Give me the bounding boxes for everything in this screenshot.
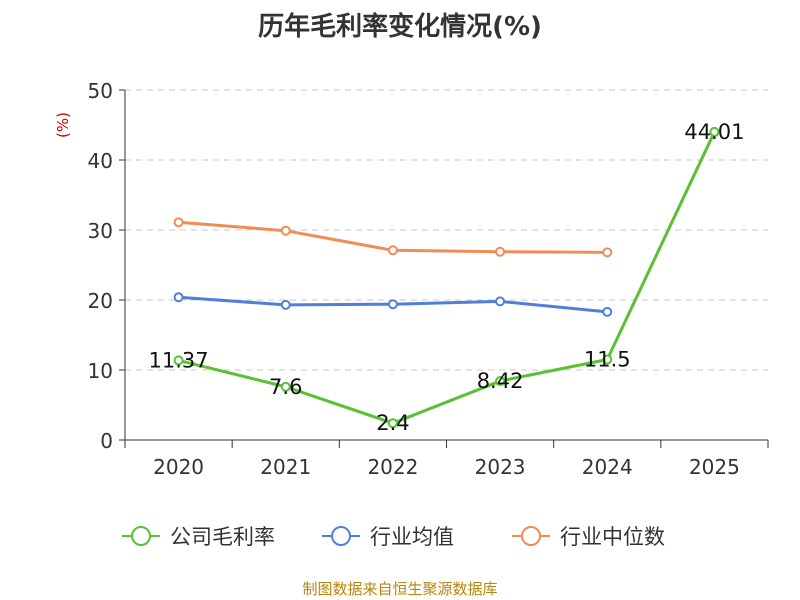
industry-average-point [173, 292, 184, 303]
company-gross-margin-line [178, 131, 716, 425]
industry-median-point [495, 246, 506, 257]
industry-median-point [280, 225, 291, 236]
industry-average-point [280, 299, 291, 310]
y-axis-unit-label: (%) [54, 112, 72, 138]
data-label: 7.6 [269, 375, 302, 399]
series-layer [173, 126, 720, 429]
data-label-layer: 11.37 7.6 2.4 8.42 11.5 44.01 [149, 120, 745, 435]
company-gross-margin-point [495, 376, 506, 387]
x-tick-label: 2021 [260, 455, 311, 479]
legend-label: 行业中位数 [560, 525, 665, 549]
x-tick-label: 2022 [367, 455, 418, 479]
data-label: 11.5 [584, 348, 631, 372]
data-label: 44.01 [684, 120, 744, 144]
industry-average-point [495, 296, 506, 307]
legend-marker [131, 526, 151, 546]
industry-average-point [387, 299, 398, 310]
data-label: 11.37 [149, 348, 209, 372]
legend: 公司毛利率 行业均值 行业中位数 [122, 525, 665, 549]
industry-median-point [173, 217, 184, 228]
x-tick-label: 2020 [153, 455, 204, 479]
industry-average-point [602, 306, 613, 317]
y-tick-label: 40 [88, 149, 113, 173]
grid-layer [125, 89, 768, 371]
data-label: 8.42 [477, 369, 524, 393]
company-gross-margin-point [709, 126, 720, 137]
x-tick-label: 2024 [582, 455, 633, 479]
x-tick-label: 2025 [689, 455, 740, 479]
legend-marker [521, 526, 541, 546]
chart-title: 历年毛利率变化情况(%) [258, 12, 542, 42]
y-tick-label: 10 [88, 359, 113, 383]
legend-marker [331, 526, 351, 546]
y-tick-label: 30 [88, 219, 113, 243]
company-gross-margin-point [280, 381, 291, 392]
axis-layer: 0 10 20 30 40 50 2020 2021 2022 2023 2024 2025 [88, 79, 769, 479]
industry-median-point [602, 247, 613, 258]
legend-label: 公司毛利率 [170, 525, 275, 549]
y-tick-label: 50 [88, 79, 113, 103]
source-note: 制图数据来自恒生聚源数据库 [302, 580, 498, 598]
legend-label: 行业均值 [370, 525, 454, 549]
x-tick-label: 2023 [475, 455, 526, 479]
y-tick-label: 0 [100, 429, 113, 453]
company-gross-margin-point [173, 355, 184, 366]
data-label: 2.4 [376, 411, 409, 435]
industry-median-point [387, 245, 398, 256]
company-gross-margin-point [387, 418, 398, 429]
company-gross-margin-point [602, 354, 613, 365]
y-tick-label: 20 [88, 289, 113, 313]
